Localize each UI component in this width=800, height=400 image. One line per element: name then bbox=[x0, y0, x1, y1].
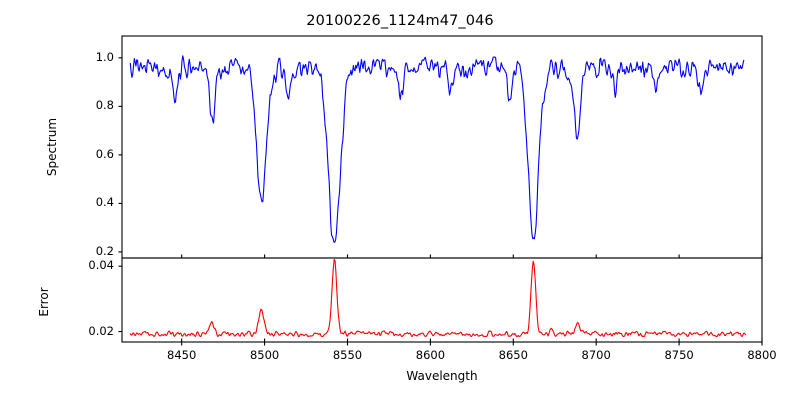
y-axis-label-error: Error bbox=[37, 287, 51, 317]
y-tick-label-spectrum-1: 0.4 bbox=[95, 195, 114, 210]
x-tick-label-1: 8500 bbox=[249, 348, 280, 362]
spectrum-series-group bbox=[129, 55, 745, 243]
page-title: 20100226_1124m47_046 bbox=[306, 13, 494, 29]
x-tick-label-3: 8600 bbox=[415, 348, 446, 362]
y-tick-label-spectrum-3: 0.8 bbox=[95, 98, 114, 113]
axes-frame-error bbox=[121, 257, 763, 343]
x-tick-label-4: 8650 bbox=[498, 348, 528, 362]
y-tick-label-error-0: 0.02 bbox=[88, 323, 114, 338]
error-series-group bbox=[129, 258, 746, 337]
error-line bbox=[129, 258, 746, 337]
y-tick-label-spectrum-2: 0.6 bbox=[95, 146, 114, 161]
x-tick-label-2: 8550 bbox=[332, 348, 363, 362]
x-tick-label-6: 8750 bbox=[664, 348, 694, 362]
spectrum-line bbox=[129, 55, 745, 243]
x-tick-label-5: 8700 bbox=[581, 348, 611, 362]
x-tick-label-7: 8800 bbox=[747, 348, 777, 362]
y-tick-label-spectrum-0: 0.2 bbox=[95, 243, 114, 258]
y-axis-label-spectrum: Spectrum bbox=[45, 117, 59, 177]
x-tick-label-0: 8450 bbox=[167, 348, 197, 362]
y-tick-label-error-1: 0.04 bbox=[88, 258, 114, 273]
x-axis-label: Wavelength bbox=[406, 369, 478, 383]
y-tick-label-spectrum-4: 1.0 bbox=[95, 49, 114, 64]
axes-frame-spectrum bbox=[121, 35, 763, 259]
